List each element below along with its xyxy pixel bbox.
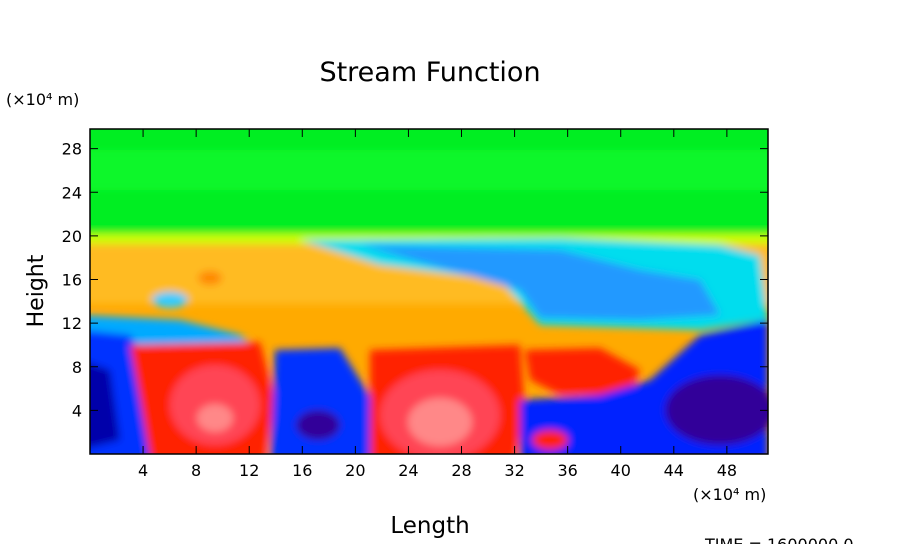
contour-field (90, 129, 768, 454)
y-unit: (×10⁴ m) (6, 90, 79, 109)
x-tick-label: 8 (191, 461, 201, 480)
y-tick-label: 28 (62, 140, 82, 159)
y-tick-label: 4 (72, 401, 82, 420)
y-tick-label: 24 (62, 183, 82, 202)
x-tick-label: 32 (504, 461, 524, 480)
x-tick-label: 20 (345, 461, 365, 480)
x-tick-label: 16 (292, 461, 312, 480)
y-tick-label: 12 (62, 314, 82, 333)
x-tick-label: 28 (451, 461, 471, 480)
time-label: TIME = 1600000.0 (704, 535, 854, 544)
chart-title: Stream Function (319, 57, 540, 88)
x-tick-label: 12 (239, 461, 259, 480)
x-tick-label: 48 (717, 461, 737, 480)
x-tick-label: 40 (611, 461, 631, 480)
x-tick-label: 44 (664, 461, 684, 480)
x-axis-label: Length (390, 513, 469, 539)
plot-frame (89, 128, 769, 455)
x-unit: (×10⁴ m) (693, 485, 766, 504)
y-tick-label: 20 (62, 227, 82, 246)
y-tick-label: 8 (72, 358, 82, 377)
x-tick-label: 4 (138, 461, 148, 480)
x-tick-label: 24 (398, 461, 418, 480)
y-tick-label: 16 (62, 271, 82, 290)
x-tick-label: 36 (557, 461, 577, 480)
y-axis-label: Height (24, 254, 49, 327)
